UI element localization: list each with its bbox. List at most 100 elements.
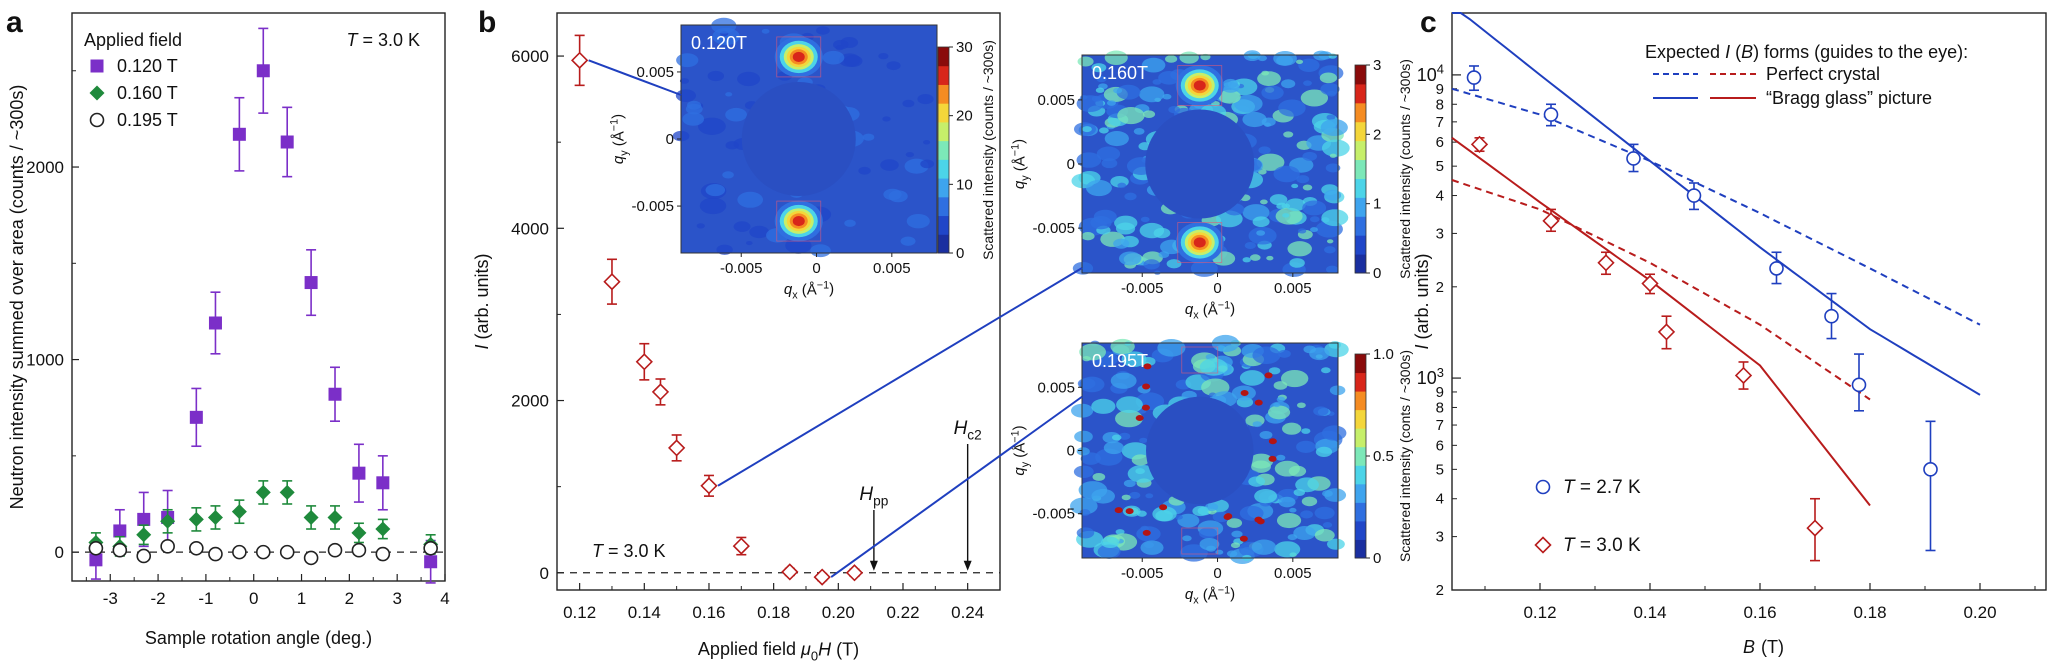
heatmap-speckle xyxy=(749,225,770,239)
colorbar-segment xyxy=(938,140,949,160)
colorbar-segment xyxy=(938,196,949,217)
y-axis-label-part: I xyxy=(472,345,492,350)
heatmap-speckle xyxy=(878,53,889,60)
heatmap-speckle xyxy=(1320,118,1348,136)
vortex-spot xyxy=(1254,516,1263,523)
heatmap-speckle xyxy=(880,159,899,171)
heatmap-speckle xyxy=(698,117,726,135)
heatmap-speckle xyxy=(1261,85,1284,100)
inset-y-tick-label: -0.005 xyxy=(631,198,674,215)
vortex-spot xyxy=(1142,383,1151,390)
heatmap-speckle xyxy=(1291,183,1299,189)
heatmap-speckle xyxy=(1269,194,1288,206)
x-axis-label-part: (T) xyxy=(831,639,859,659)
heatmap-speckle xyxy=(1111,434,1122,441)
inset-x-tick-label: 0.005 xyxy=(1274,565,1312,582)
data-point xyxy=(1734,366,1753,385)
guide-curve xyxy=(1451,179,1871,401)
inset-field-label: 0.160T xyxy=(1092,63,1148,83)
heatmap-speckle xyxy=(1091,398,1116,414)
legend-temperature-label-part: T xyxy=(1563,535,1576,556)
data-point xyxy=(256,64,270,78)
colorbar-segment xyxy=(938,47,949,67)
heatmap-speckle xyxy=(1325,163,1341,173)
inset-x-axis-label-part: −1 xyxy=(817,280,829,292)
heatmap-speckle xyxy=(1165,55,1178,63)
data-point xyxy=(207,509,223,525)
inset-y-tick-label: 0 xyxy=(666,131,674,148)
heatmap-speckle xyxy=(1260,199,1268,205)
colorbar-segment xyxy=(938,159,949,179)
inset-y-axis-label-part: (Å xyxy=(1012,156,1029,175)
data-point xyxy=(303,550,319,566)
guide-curve xyxy=(1451,136,1871,507)
inset-y-tick-label: 0.005 xyxy=(1037,379,1075,396)
field-marker-arrowhead xyxy=(869,560,878,571)
y-tick-label: 4 xyxy=(1436,491,1444,508)
y-tick-label: 4 xyxy=(1436,188,1444,205)
vortex-spot xyxy=(1143,363,1152,370)
heatmap-speckle xyxy=(1252,421,1262,428)
heatmap-speckle xyxy=(1251,539,1277,555)
y-major-tick-label: 103 xyxy=(1417,365,1444,388)
heatmap-speckle xyxy=(1131,454,1150,466)
legend-temperature-label: T = 3.0 K xyxy=(1563,535,1641,556)
y-axis-label-part: (arb. units) xyxy=(1412,253,1432,344)
heatmap-speckle xyxy=(699,197,727,215)
data-point xyxy=(1466,70,1482,85)
heatmap-speckle xyxy=(1141,57,1166,73)
inset-y-axis-label-part: −1 xyxy=(1010,144,1022,156)
heatmap-speckle xyxy=(1324,189,1342,201)
data-point xyxy=(328,387,342,401)
inset-y-axis-label-part: y xyxy=(619,150,631,156)
colorbar-tick-label: 2 xyxy=(1373,126,1381,143)
data-point xyxy=(160,539,175,554)
data-point xyxy=(232,544,247,560)
inset-x-tick-label: 0.005 xyxy=(1274,280,1312,297)
heatmap-speckle xyxy=(1091,63,1107,73)
heatmap-speckle xyxy=(1091,488,1115,504)
heatmap-speckle xyxy=(1135,468,1145,475)
colorbar-segment xyxy=(1355,483,1366,503)
panel-label-a: a xyxy=(6,6,23,39)
colorbar-tick-label: 0.5 xyxy=(1373,448,1394,465)
heatmap-speckle xyxy=(1273,402,1281,408)
data-point xyxy=(160,513,176,529)
y-tick-label: 7 xyxy=(1436,114,1444,131)
data-point xyxy=(112,542,128,558)
heatmap-speckle xyxy=(1274,460,1300,477)
vortex-spot xyxy=(1224,513,1233,520)
heatmap-speckle xyxy=(1278,349,1291,358)
x-tick-label: -3 xyxy=(103,589,118,608)
x-axis-label: Applied field μ0H (T) xyxy=(698,639,859,663)
heatmap-speckle xyxy=(1198,527,1217,539)
field-marker-label: Hpp xyxy=(859,484,888,509)
temperature-annotation: T = 3.0 K xyxy=(346,30,420,50)
heatmap-speckle xyxy=(1310,227,1318,233)
data-point xyxy=(1543,107,1559,122)
colorbar-segment xyxy=(1355,372,1366,392)
x-tick-label: 0.18 xyxy=(1853,603,1886,622)
temperature-annotation-part: T xyxy=(346,30,359,50)
heatmap-speckle xyxy=(1179,544,1208,562)
y-tick-label: 9 xyxy=(1436,384,1444,401)
temperature-annotation: T = 3.0 K xyxy=(592,541,666,561)
data-point xyxy=(1686,188,1702,203)
inset-connector-line xyxy=(830,395,1083,578)
heatmap-speckle xyxy=(1218,89,1241,104)
y-tick-label: 6000 xyxy=(511,47,549,66)
heatmap-speckle xyxy=(1179,51,1199,64)
integration-box xyxy=(776,200,822,242)
x-tick-label: 0.12 xyxy=(1523,603,1556,622)
heatmap-speckle xyxy=(1293,526,1316,541)
heatmap-speckle xyxy=(1282,422,1302,435)
peak-contour xyxy=(792,215,805,227)
heatmap-speckle xyxy=(1249,453,1274,469)
heatmap-speckle xyxy=(906,213,930,229)
heatmap-speckle xyxy=(1261,117,1276,127)
heatmap-speckle xyxy=(920,159,935,169)
x-tick-label: 0.16 xyxy=(1743,603,1776,622)
heatmap-speckle xyxy=(816,26,830,35)
heatmap-speckle xyxy=(1114,215,1138,231)
